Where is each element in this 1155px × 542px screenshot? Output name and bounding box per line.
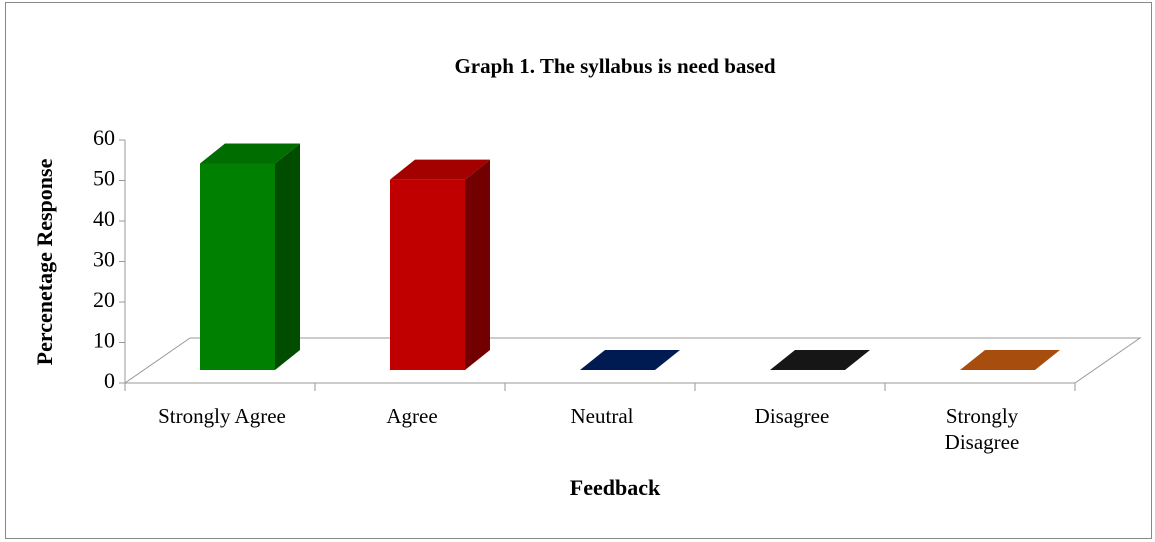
y-tick-label: 30 (93, 247, 115, 272)
x-tick-label: Agree (386, 404, 438, 428)
floor (123, 337, 1142, 384)
x-tick-label: Neutral (570, 404, 634, 428)
x-tick-label: Strongly Agree (158, 404, 286, 428)
y-axis-label: Percenetage Response (32, 158, 57, 365)
bar-top (390, 159, 490, 180)
y-tick-label: 10 (93, 328, 115, 353)
bar-side (275, 143, 300, 370)
bar (200, 163, 275, 370)
bar-side (465, 159, 490, 370)
bar-top (580, 350, 680, 370)
chart-title: Graph 1. The syllabus is need based (454, 54, 775, 78)
y-tick-label: 0 (104, 368, 115, 393)
frame (5, 2, 1152, 539)
bar-top (960, 350, 1060, 370)
x-axis-label: Feedback (570, 475, 661, 500)
bar-top (770, 350, 870, 370)
x-tick-label: Disagree (754, 404, 830, 428)
x-tick-label: Strongly Disagree (944, 404, 1020, 454)
bar (390, 179, 465, 370)
y-tick-label: 20 (93, 287, 115, 312)
bar-top (200, 143, 300, 164)
y-tick-label: 50 (93, 166, 115, 191)
y-tick-label: 60 (93, 125, 115, 150)
y-tick-label: 40 (93, 206, 115, 231)
